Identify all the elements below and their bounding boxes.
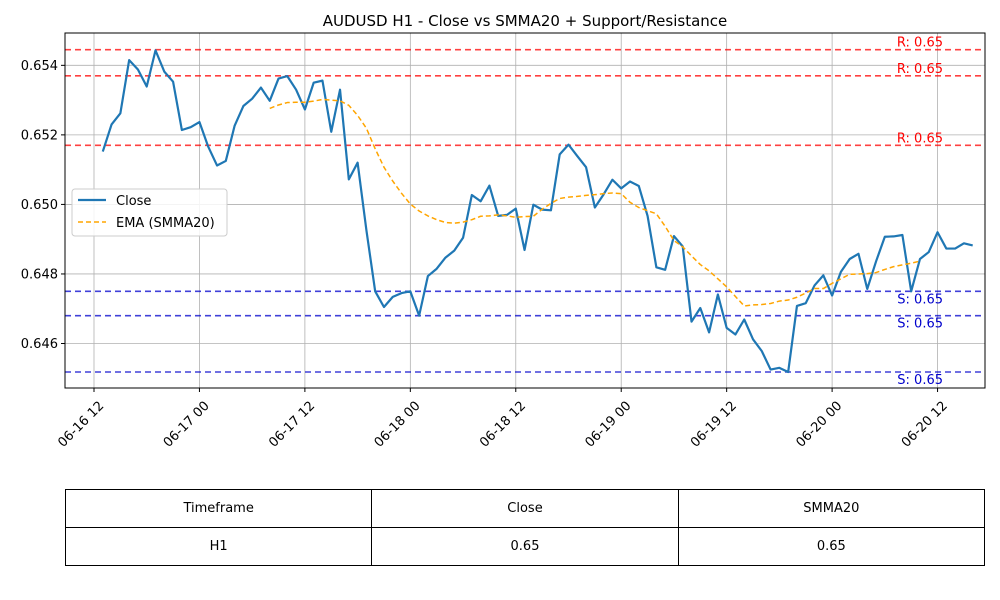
table-cell-timeframe: H1	[64, 527, 373, 566]
series	[101, 49, 973, 374]
legend: Close EMA (SMMA20)	[71, 188, 228, 237]
resistance-label: R: 0.65	[897, 62, 943, 77]
grid	[65, 33, 985, 388]
resistance-label: R: 0.65	[897, 36, 943, 51]
x-tick-label: 06-17 12	[266, 399, 318, 451]
chart-title: AUDUSD H1 - Close vs SMMA20 + Support/Re…	[323, 12, 728, 30]
plot-frame	[64, 32, 986, 389]
x-tick-label: 06-19 12	[688, 399, 740, 451]
x-tick-label: 06-19 00	[583, 399, 635, 451]
table-header-row: Timeframe Close SMMA20	[64, 489, 986, 528]
legend-close-label: Close	[116, 194, 151, 209]
price-chart: AUDUSD H1 - Close vs SMMA20 + Support/Re…	[21, 12, 986, 451]
legend-ema-label: EMA (SMMA20)	[116, 216, 215, 231]
x-tick-label: 06-20 12	[899, 399, 951, 451]
support-label: S: 0.65	[897, 373, 943, 388]
support-label: S: 0.65	[897, 317, 943, 332]
y-tick-label: 0.646	[21, 337, 58, 352]
x-tick-label: 06-17 00	[161, 399, 213, 451]
y-tick-label: 0.650	[21, 198, 58, 213]
table-header-timeframe: Timeframe	[64, 489, 373, 528]
support-label: S: 0.65	[897, 292, 943, 307]
legend-box	[71, 188, 228, 237]
x-tick-label: 06-16 12	[55, 399, 107, 451]
table-row: H1 0.65 0.65	[64, 527, 986, 566]
table-cell-close: 0.65	[371, 527, 679, 566]
table-cell-smma20: 0.65	[677, 527, 986, 566]
y-tick-label: 0.648	[21, 267, 58, 282]
support-resistance-levels: R: 0.65 R: 0.65 R: 0.65 S: 0.65 S: 0.65 S: 0.…	[65, 36, 985, 388]
close-series-line	[101, 49, 973, 374]
resistance-label: R: 0.65	[897, 131, 943, 146]
ema-series-line	[269, 98, 921, 307]
table-header-close: Close	[371, 489, 679, 528]
y-tick-label: 0.652	[21, 128, 58, 143]
table-header-smma20: SMMA20	[677, 489, 986, 528]
x-tick-label: 06-18 00	[372, 399, 424, 451]
summary-table: Timeframe Close SMMA20 H1 0.65 0.65	[64, 489, 986, 566]
y-tick-label: 0.654	[21, 59, 58, 74]
x-tick-label: 06-18 12	[477, 399, 529, 451]
x-tick-label: 06-20 00	[793, 399, 845, 451]
